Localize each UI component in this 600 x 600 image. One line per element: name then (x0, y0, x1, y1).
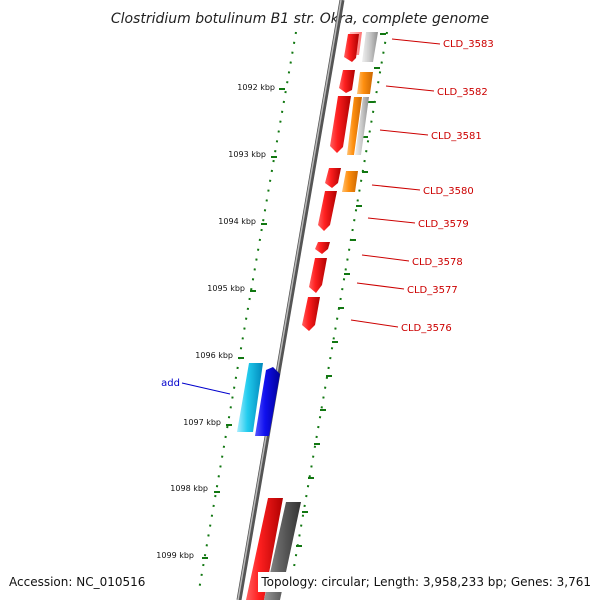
accession-text: Accession: NC_010516 (9, 575, 145, 589)
tick-1095: 1095 kbp (207, 284, 256, 293)
dotted-guides (198, 31, 388, 591)
right-ticks (296, 33, 386, 547)
tick-1092: 1092 kbp (237, 83, 285, 92)
gene-cld-3581[interactable] (330, 96, 351, 153)
gene-add-blue[interactable] (255, 367, 280, 436)
tick-label: 1095 kbp (207, 284, 245, 293)
gene-cld-3582[interactable] (339, 70, 355, 93)
tick-1094: 1094 kbp (218, 217, 267, 226)
tick-label: 1092 kbp (237, 83, 275, 92)
tick-label: 1099 kbp (156, 551, 194, 560)
gene-cld-3580[interactable] (325, 168, 341, 188)
gene-label-cld-3579[interactable]: CLD_3579 (418, 219, 469, 230)
tick-label: 1093 kbp (228, 150, 266, 159)
gene-label-cld-3580[interactable]: CLD_3580 (423, 186, 474, 197)
gene-label-cld-3583[interactable]: CLD_3583 (443, 39, 494, 50)
gene-cld-3576[interactable] (302, 297, 320, 331)
gene-cld-3583-gray[interactable] (362, 32, 378, 62)
footer-left-bg (4, 572, 150, 592)
tick-label: 1094 kbp (218, 217, 256, 226)
gene-cld-3583[interactable] (344, 34, 359, 62)
tick-label: 1097 kbp (183, 418, 221, 427)
gene-features (237, 32, 378, 600)
tick-1096: 1096 kbp (195, 351, 244, 360)
footer-right-bg (258, 572, 596, 592)
tick-label: 1098 kbp (170, 484, 208, 493)
topology-text: Topology: circular; Length: 3,958,233 bp… (260, 575, 591, 589)
tick-1093: 1093 kbp (228, 150, 277, 159)
gene-label-cld-3576[interactable]: CLD_3576 (401, 323, 452, 334)
tick-1099: 1099 kbp (156, 551, 208, 560)
gene-cld-3580-orange[interactable] (342, 171, 358, 192)
gene-label-cld-3582[interactable]: CLD_3582 (437, 87, 488, 98)
gene-label-cld-3578[interactable]: CLD_3578 (412, 257, 463, 268)
gene-cld-3577[interactable] (309, 258, 327, 293)
gene-bottom-red[interactable] (246, 498, 283, 600)
gene-label-cld-3577[interactable]: CLD_3577 (407, 285, 458, 296)
map-title: Clostridium botulinum B1 str. Okra, comp… (111, 11, 489, 27)
gene-add-cyan[interactable] (237, 363, 263, 432)
genome-backbone (236, 0, 345, 600)
gene-cld-3581-orange[interactable] (347, 97, 362, 155)
gene-cld-3578[interactable] (315, 242, 330, 254)
tick-group: 1092 kbp 1093 kbp 1094 kbp 1095 kbp 1096… (156, 83, 285, 560)
tick-label: 1096 kbp (195, 351, 233, 360)
gene-cld-3579[interactable] (318, 191, 337, 231)
gene-label-add[interactable]: add (161, 378, 180, 389)
gene-cld-3582-orange[interactable] (357, 72, 373, 94)
tick-1097: 1097 kbp (183, 418, 232, 427)
gene-labels: CLD_3583 CLD_3582 CLD_3581 CLD_3580 CLD_… (161, 38, 494, 395)
tick-1098: 1098 kbp (170, 484, 220, 493)
gene-cld-3581-gray[interactable] (355, 97, 369, 155)
gene-label-cld-3581[interactable]: CLD_3581 (431, 131, 482, 142)
